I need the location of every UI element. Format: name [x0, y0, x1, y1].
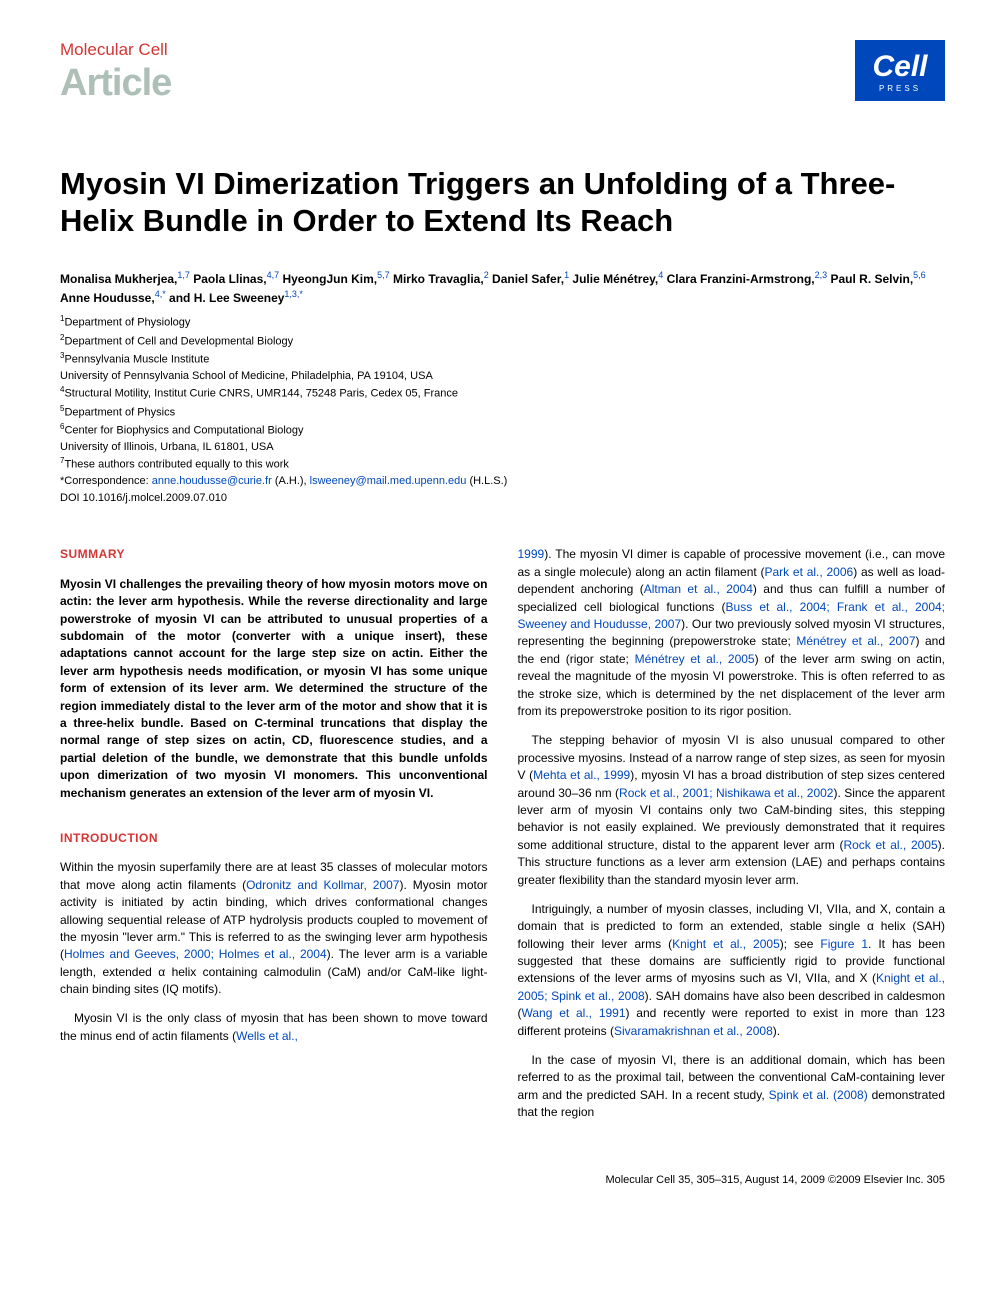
affiliation-univ2: University of Illinois, Urbana, IL 61801… [60, 439, 945, 456]
citation-link[interactable]: Mehta et al., 1999 [533, 768, 630, 782]
affiliation-7: 7These authors contributed equally to th… [60, 455, 945, 473]
corr-label: *Correspondence: [60, 475, 149, 487]
citation-link[interactable]: Wang et al., 1991 [522, 1006, 626, 1020]
citation-link[interactable]: Wells et al., [236, 1029, 298, 1043]
intro-para-1: Within the myosin superfamily there are … [60, 859, 488, 998]
citation-link[interactable]: Rock et al., 2001; Nishikawa et al., 200… [619, 786, 833, 800]
summary-heading: SUMMARY [60, 546, 488, 563]
citation-link[interactable]: Ménétrey et al., 2007 [796, 634, 915, 648]
affil-text: Department of Physiology [64, 317, 190, 329]
corr-email-2[interactable]: lsweeney@mail.med.upenn.edu [310, 475, 467, 487]
citation-link[interactable]: Spink et al. (2008) [769, 1088, 868, 1102]
correspondence: *Correspondence: anne.houdusse@curie.fr … [60, 473, 945, 490]
logo-text: Cell [865, 52, 935, 82]
citation-link[interactable]: Park et al., 2006 [764, 565, 853, 579]
col2-para-1: 1999). The myosin VI dimer is capable of… [518, 546, 946, 720]
citation-link[interactable]: Altman et al., 2004 [644, 582, 753, 596]
left-column: SUMMARY Myosin VI challenges the prevail… [60, 546, 488, 1133]
col2-para-2: The stepping behavior of myosin VI is al… [518, 732, 946, 889]
affil-text: Structural Motility, Institut Curie CNRS… [64, 388, 458, 400]
article-title: Myosin VI Dimerization Triggers an Unfol… [60, 165, 945, 239]
affiliation-3: 3Pennsylvania Muscle Institute [60, 350, 945, 368]
col2-para-4: In the case of myosin VI, there is an ad… [518, 1052, 946, 1122]
affil-text: These authors contributed equally to thi… [64, 459, 288, 471]
journal-name: Molecular Cell [60, 40, 171, 60]
citation-link[interactable]: Odronitz and Kollmar, 2007 [246, 878, 399, 892]
citation-link[interactable]: Sivaramakrishnan et al., 2008 [614, 1024, 773, 1038]
body-columns: SUMMARY Myosin VI challenges the prevail… [60, 546, 945, 1133]
col2-para-3: Intriguingly, a number of myosin classes… [518, 901, 946, 1040]
authors-line: Monalisa Mukherjea,1,7 Paola Llinas,4,7 … [60, 269, 945, 307]
citation-link[interactable]: Holmes and Geeves, 2000; Holmes et al., … [64, 947, 327, 961]
header: Molecular Cell Article Cell PRESS [60, 40, 945, 105]
corr-suffix-2: (H.L.S.) [469, 475, 507, 487]
affiliation-5: 5Department of Physics [60, 403, 945, 421]
affil-text: Pennsylvania Muscle Institute [64, 353, 209, 365]
right-column: 1999). The myosin VI dimer is capable of… [518, 546, 946, 1133]
summary-text: Myosin VI challenges the prevailing theo… [60, 576, 488, 802]
logo-subtext: PRESS [865, 84, 935, 93]
text-run: ). [773, 1024, 780, 1038]
affiliation-2: 2Department of Cell and Developmental Bi… [60, 332, 945, 350]
text-run: ); see [780, 937, 821, 951]
citation-link[interactable]: Knight et al., 2005 [672, 937, 780, 951]
introduction-heading: INTRODUCTION [60, 830, 488, 847]
header-left: Molecular Cell Article [60, 40, 171, 105]
cell-press-logo: Cell PRESS [855, 40, 945, 101]
page-footer: Molecular Cell 35, 305–315, August 14, 2… [60, 1174, 945, 1186]
affiliation-1: 1Department of Physiology [60, 313, 945, 331]
citation-link[interactable]: Ménétrey et al., 2005 [635, 652, 755, 666]
intro-para-2: Myosin VI is the only class of myosin th… [60, 1010, 488, 1045]
affil-text: Department of Cell and Developmental Bio… [64, 335, 293, 347]
corr-suffix-1: (A.H.), [275, 475, 307, 487]
figure-link[interactable]: Figure 1 [820, 937, 868, 951]
citation-link[interactable]: Rock et al., 2005 [843, 838, 937, 852]
affiliation-univ1: University of Pennsylvania School of Med… [60, 368, 945, 385]
article-type-label: Article [60, 62, 171, 105]
affil-text: Center for Biophysics and Computational … [64, 424, 303, 436]
affiliations-block: 1Department of Physiology 2Department of… [60, 313, 945, 506]
affil-text: Department of Physics [64, 406, 175, 418]
affiliation-6: 6Center for Biophysics and Computational… [60, 421, 945, 439]
affiliation-4: 4Structural Motility, Institut Curie CNR… [60, 384, 945, 402]
doi: DOI 10.1016/j.molcel.2009.07.010 [60, 490, 945, 507]
citation-link[interactable]: 1999 [518, 547, 545, 561]
corr-email-1[interactable]: anne.houdusse@curie.fr [152, 475, 272, 487]
